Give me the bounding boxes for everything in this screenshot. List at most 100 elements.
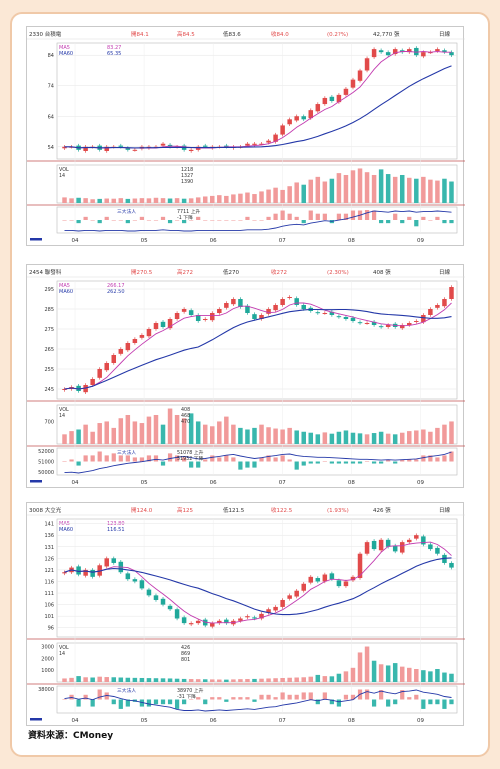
x-tick-label: 05: [141, 480, 148, 486]
volume-bar: [153, 678, 159, 682]
indicator-bar: [153, 699, 159, 705]
indicator-bar: [343, 213, 349, 220]
volume-bar: [343, 430, 349, 444]
candle-body: [202, 145, 208, 147]
indicator-bar: [217, 697, 222, 700]
candle-body: [392, 545, 398, 552]
indicator-bar: [174, 220, 180, 221]
indicator-bar: [266, 694, 271, 700]
indicator-bar: [273, 213, 278, 220]
indicator-line: [64, 689, 452, 712]
volume-label: VOL: [59, 407, 69, 413]
volume-bar: [231, 679, 236, 682]
indicator-bar: [252, 461, 257, 468]
indicator-bar: [343, 694, 349, 700]
candle-body: [62, 146, 67, 149]
candle-body: [442, 299, 447, 307]
candle-body: [167, 319, 173, 329]
indicator-bar: [76, 461, 81, 466]
chart-panel-2: 2454 聯發科 開270.5 高272 低270 收272 (2.30%) 408 張 日線…: [26, 264, 465, 488]
x-tick-label: 04: [72, 238, 79, 244]
indicator-label: -1 下降: [177, 214, 193, 221]
volume-bar: [336, 173, 342, 203]
candle-body: [245, 143, 250, 146]
indicator-bar: [287, 213, 292, 220]
indicator-bar: [294, 694, 299, 700]
volume-bar: [315, 176, 321, 203]
indicator-bar: [224, 220, 229, 221]
indicator-bar: [83, 694, 88, 700]
ma-fast-line: [64, 51, 452, 149]
volume-bar: [224, 195, 229, 203]
volume-bar: [160, 678, 166, 682]
y-tick-label: 141: [44, 522, 54, 528]
indicator-bar: [104, 455, 109, 462]
candle-body: [252, 143, 257, 145]
indicator-bar: [259, 457, 264, 462]
volume-bar: [181, 418, 187, 444]
volume-bar: [378, 431, 384, 444]
chart-panel-1: 2330 台積電 開84.1 高84.5 低83.6 收84.0 (0.2?%) 42,77…: [26, 26, 465, 246]
volume-bar: [294, 677, 299, 682]
candle-body: [322, 313, 328, 314]
volume-tick-label: 1000: [41, 668, 54, 674]
volume-bar: [217, 679, 222, 682]
candle-body: [428, 544, 433, 550]
candle-body: [259, 315, 264, 319]
volume-bar: [111, 677, 117, 682]
volume-bar: [336, 431, 342, 444]
volume-bar: [350, 432, 356, 444]
ma-label: MA5: [59, 283, 70, 289]
volume-bar: [76, 429, 81, 444]
indicator-bar: [224, 455, 229, 462]
volume-bar: [238, 679, 243, 682]
x-tick-label: 06: [210, 238, 217, 244]
y-tick-label: 275: [44, 327, 54, 333]
volume-value: 1390: [181, 179, 193, 185]
volume-bar: [385, 665, 391, 682]
candle-body: [125, 147, 131, 150]
volume-bar: [167, 408, 173, 444]
candle-body: [449, 562, 454, 568]
header-field-7: 日線: [439, 30, 451, 38]
volume-bar: [414, 669, 419, 682]
indicator-bar: [231, 457, 236, 462]
volume-bar: [195, 421, 201, 444]
candle-body: [421, 315, 426, 323]
header-field-0: 2330 台積電: [29, 30, 62, 38]
volume-bar: [181, 198, 187, 203]
y-tick-label: 285: [44, 307, 54, 313]
indicator-bar: [435, 457, 440, 462]
candle-body: [111, 355, 117, 363]
header-field-6: 426 張: [373, 507, 391, 514]
candle-body: [350, 79, 356, 88]
volume-bar: [385, 174, 391, 203]
volume-bar: [266, 427, 271, 444]
indicator-bar: [393, 213, 398, 220]
indicator-bar: [167, 699, 173, 705]
volume-bar: [329, 178, 335, 203]
candle-body: [245, 305, 250, 313]
indicator-bar: [160, 461, 166, 466]
indicator-label: 7711 上升: [177, 208, 201, 215]
ma-value: 65.35: [107, 51, 121, 57]
candle-body: [414, 47, 419, 56]
indicator-bar: [167, 220, 173, 224]
indicator-label: 38970 上升: [177, 687, 204, 694]
candle-body: [76, 566, 81, 575]
volume-bar: [210, 195, 215, 203]
volume-bar: [357, 168, 363, 203]
candle-body: [421, 536, 426, 545]
pane-border-0: [56, 518, 458, 638]
x-tick-label: 08: [348, 718, 355, 724]
indicator-bar: [393, 699, 398, 705]
indicator-bar: [371, 210, 377, 220]
candle-body: [301, 305, 306, 309]
indicator-bar: [210, 220, 215, 221]
pane-border-1: [56, 404, 458, 445]
indicator-bar: [69, 459, 74, 462]
candle-body: [132, 149, 138, 151]
indicator-label: 三大法人: [117, 208, 136, 215]
volume-bar: [174, 414, 180, 444]
candle-body: [385, 539, 391, 547]
